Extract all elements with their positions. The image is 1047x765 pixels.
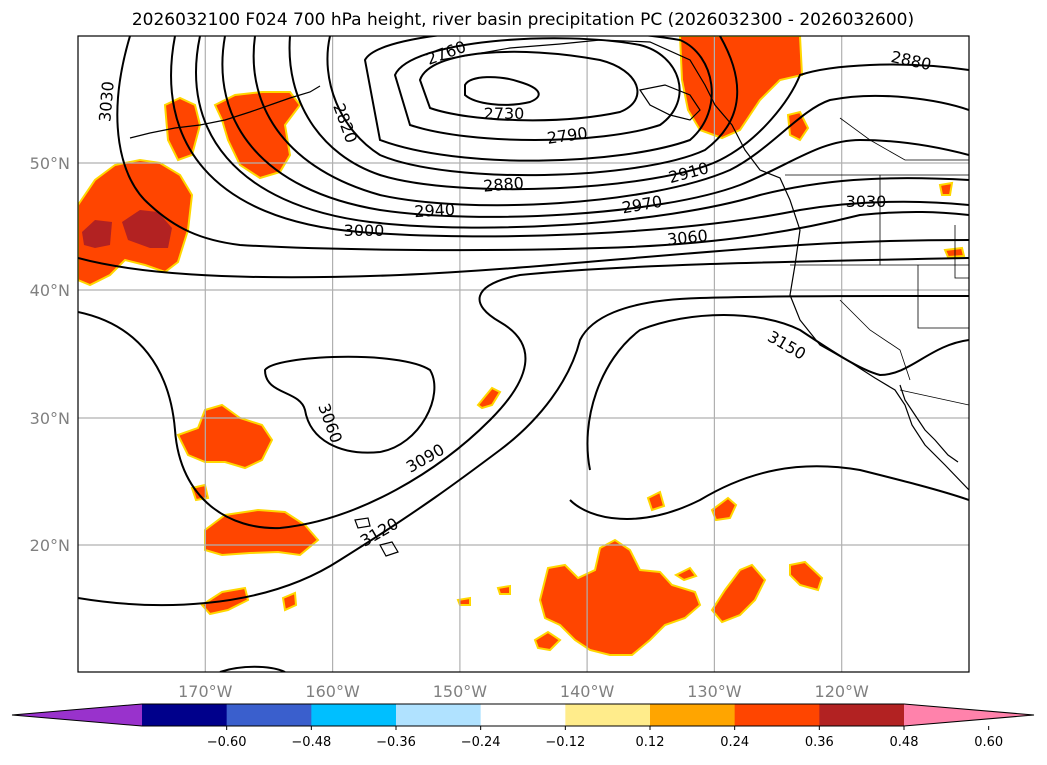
shade-tropics-e5 xyxy=(673,566,698,582)
shade-small-nev xyxy=(943,246,966,259)
coast-baja xyxy=(899,384,959,463)
coast-islands-3 xyxy=(639,84,701,121)
coast-islands-2 xyxy=(354,517,371,529)
lon-label-160w: 160°W xyxy=(305,682,360,701)
colorbar-outline xyxy=(11,703,1035,727)
lat-label-50: 50°N xyxy=(30,154,70,173)
colorbar xyxy=(11,703,1035,727)
contour-label: 2940 xyxy=(414,200,456,221)
lon-label-140w: 140°W xyxy=(560,682,615,701)
contour-2910 xyxy=(252,36,969,207)
shade-tropics-main xyxy=(538,538,702,656)
contour-2880 xyxy=(288,36,969,191)
contour-3000 xyxy=(170,36,969,238)
shade-tropics-east2 xyxy=(789,560,824,592)
graticule xyxy=(78,36,969,672)
colorbar-swatch xyxy=(142,704,228,726)
colorbar-tick-label: −0.60 xyxy=(207,735,247,750)
contour-3060 xyxy=(78,239,969,279)
contour-label: 3060 xyxy=(666,226,708,249)
colorbar-swatch xyxy=(650,704,736,726)
contour-3060-closed xyxy=(263,355,436,454)
coast-islands-1 xyxy=(379,541,399,557)
shade-tropics-sw xyxy=(533,630,562,652)
shade-hawaii-small xyxy=(190,483,210,502)
colorbar-swatch xyxy=(734,704,820,726)
shade-small-cal xyxy=(938,181,954,196)
lon-label-130w: 130°W xyxy=(687,682,742,701)
shade-strong-2 xyxy=(122,210,172,248)
lat-label-20: 20°N xyxy=(30,536,70,555)
colorbar-tick-label: 0.12 xyxy=(636,735,665,750)
colorbar-tick-label: −0.24 xyxy=(461,735,501,750)
shade-hawaii-dot xyxy=(281,591,298,612)
contour-2970 xyxy=(195,36,969,229)
contour-label: 3030 xyxy=(95,80,117,122)
contour-2790 xyxy=(393,37,681,141)
height-contours xyxy=(78,36,969,672)
contour-label: 2880 xyxy=(482,173,524,195)
lon-label-120w: 120°W xyxy=(815,682,870,701)
contour-label: 3000 xyxy=(344,221,385,240)
colorbar-swatch xyxy=(226,704,312,726)
shade-strong-1 xyxy=(82,220,112,248)
colorbar-tick-label: 0.24 xyxy=(720,735,749,750)
shade-bering-a xyxy=(213,91,302,180)
lon-label-150w: 150°W xyxy=(433,682,488,701)
precip-strong xyxy=(82,210,172,248)
contour-3120 xyxy=(78,294,969,607)
colorbar-swatch xyxy=(565,704,651,726)
map-frame xyxy=(77,35,970,673)
contour-2850 xyxy=(326,36,739,177)
coast-alaska-aleutians xyxy=(129,85,321,139)
colorbar-extend-high xyxy=(904,704,1034,726)
colorbar-tick-label: 0.60 xyxy=(974,735,1003,750)
colorbar-swatch xyxy=(480,704,566,726)
lat-label-30: 30°N xyxy=(30,409,70,428)
colorbar-tick-label: 0.48 xyxy=(890,735,919,750)
colorbar-tick-label: −0.36 xyxy=(376,735,416,750)
contour-label: 3030 xyxy=(846,192,887,211)
figure-title: 2026032100 F024 700 hPa height, river ba… xyxy=(132,10,914,30)
contour-label: 2730 xyxy=(484,104,525,123)
map-panel: 2730 2760 2790 2820 2880 2880 2910 2940 … xyxy=(77,35,970,673)
political-borders xyxy=(785,117,969,406)
contour-2820 xyxy=(363,36,713,162)
contour-3150 xyxy=(586,314,969,471)
colorbar-extend-low xyxy=(12,704,142,726)
contour-2730-low xyxy=(464,76,540,106)
latitude-labels: 50°N 40°N 30°N 20°N xyxy=(30,154,70,555)
lon-label-170w: 170°W xyxy=(178,682,233,701)
precip-shading xyxy=(78,36,966,656)
shade-tropics-east1 xyxy=(710,563,767,624)
contour-2760 xyxy=(418,50,639,122)
shade-gulf-small xyxy=(786,110,810,142)
contour-3090 xyxy=(78,257,969,530)
shade-aleutian-north xyxy=(163,96,202,162)
map-background xyxy=(78,36,969,672)
shade-tropics-dot1 xyxy=(496,584,511,595)
colorbar-swatch xyxy=(311,704,397,726)
shade-tropics-e3 xyxy=(710,496,738,522)
shade-tropics-e4 xyxy=(646,490,666,512)
shade-alaska-panhandle xyxy=(678,36,804,140)
shade-hawaii-west xyxy=(204,508,320,557)
contour-3120-south xyxy=(219,665,286,672)
contour-3150-south xyxy=(569,465,969,520)
colorbar-swatch xyxy=(396,704,482,726)
colorbar-tick-label: −0.48 xyxy=(291,735,331,750)
longitude-labels: 170°W 160°W 150°W 140°W 130°W 120°W xyxy=(178,682,869,701)
colorbar-swatch xyxy=(819,704,905,726)
contour-2940 xyxy=(221,36,969,218)
colorbar-ticks: −0.60 −0.48 −0.36 −0.24 −0.12 0.12 0.24 0.36 0.4… xyxy=(207,726,1003,750)
colorbar-tick-label: −0.12 xyxy=(545,735,585,750)
colorbar-tick-label: 0.36 xyxy=(805,735,834,750)
shade-ne-of-hawaii xyxy=(476,386,502,410)
contour-3030-west xyxy=(116,36,969,252)
lat-label-40: 40°N xyxy=(30,281,70,300)
